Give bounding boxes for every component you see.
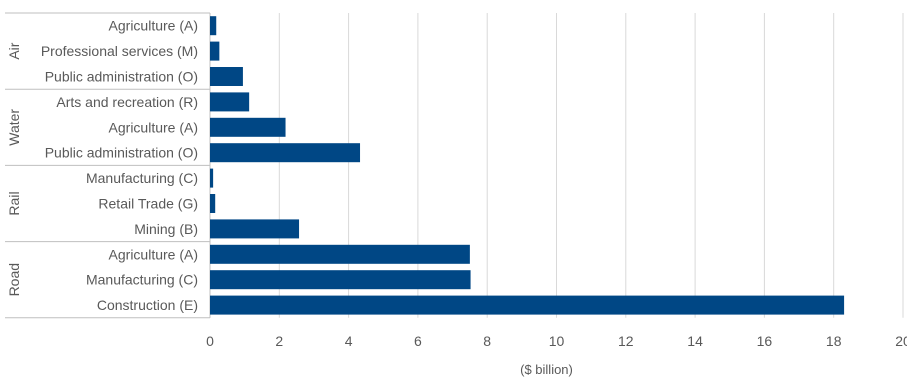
- x-tick-labels: 0 2 4 6 8 10 12 14 16 18 20: [206, 333, 907, 349]
- bar: [210, 219, 300, 239]
- bar: [210, 270, 471, 290]
- x-axis-title: ($ billion): [520, 362, 573, 377]
- category-label: Public administration (O): [45, 145, 198, 161]
- x-tick-label: 10: [549, 333, 565, 349]
- x-tick-label: 2: [275, 333, 283, 349]
- category-label: Agriculture (A): [109, 18, 198, 34]
- group-label: Water: [6, 109, 22, 146]
- bar: [210, 16, 217, 36]
- bar: [210, 194, 216, 213]
- category-label: Retail Trade (G): [98, 196, 198, 212]
- x-tick-label: 0: [206, 333, 214, 349]
- group-label: Road: [6, 263, 22, 296]
- category-label: Agriculture (A): [109, 246, 198, 262]
- group-label: Rail: [6, 191, 22, 215]
- x-tick-label: 14: [687, 333, 703, 349]
- bar: [210, 295, 845, 315]
- bar: [210, 168, 214, 188]
- category-labels: Agriculture (A) Professional services (M)…: [41, 18, 198, 313]
- category-label: Manufacturing (C): [86, 170, 198, 186]
- bar: [210, 92, 250, 112]
- group-label: Air: [6, 42, 22, 59]
- category-label: Agriculture (A): [109, 119, 198, 135]
- bar: [210, 67, 243, 86]
- x-tick-label: 12: [618, 333, 634, 349]
- group-labels: Air Water Rail Road: [6, 42, 22, 296]
- category-label: Construction (E): [97, 297, 198, 313]
- bar: [210, 117, 286, 137]
- x-tick-label: 20: [895, 333, 907, 349]
- category-label: Public administration (O): [45, 69, 198, 85]
- category-label: Manufacturing (C): [86, 272, 198, 288]
- x-tick-label: 6: [414, 333, 422, 349]
- x-tick-label: 8: [483, 333, 491, 349]
- x-tick-label: 18: [826, 333, 842, 349]
- category-label: Mining (B): [134, 221, 198, 237]
- bars: [210, 16, 845, 315]
- group-separators: [5, 12, 211, 319]
- bar: [210, 143, 361, 163]
- category-label: Professional services (M): [41, 43, 198, 59]
- bar: [210, 41, 220, 61]
- x-tick-label: 4: [345, 333, 353, 349]
- bar: [210, 244, 470, 264]
- gridlines: [209, 13, 904, 318]
- x-tick-label: 16: [757, 333, 773, 349]
- category-label: Arts and recreation (R): [56, 94, 198, 110]
